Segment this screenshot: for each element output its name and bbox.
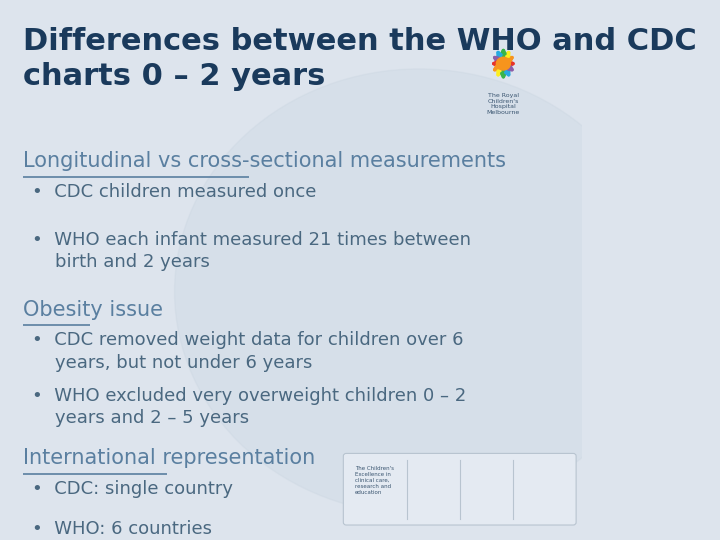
Text: •  CDC children measured once: • CDC children measured once — [32, 183, 316, 201]
Text: Obesity issue: Obesity issue — [23, 300, 163, 320]
Circle shape — [496, 57, 510, 70]
Text: •  CDC: single country: • CDC: single country — [32, 480, 233, 498]
FancyBboxPatch shape — [343, 454, 576, 525]
Text: •  WHO each infant measured 21 times between
    birth and 2 years: • WHO each infant measured 21 times betw… — [32, 231, 471, 271]
Text: The Children's
Excellence in
clinical care,
research and
education: The Children's Excellence in clinical ca… — [355, 465, 394, 495]
Text: •  WHO: 6 countries: • WHO: 6 countries — [32, 519, 212, 538]
Text: Longitudinal vs cross-sectional measurements: Longitudinal vs cross-sectional measurem… — [23, 151, 506, 171]
Text: International representation: International representation — [23, 448, 315, 468]
Text: •  CDC removed weight data for children over 6
    years, but not under 6 years: • CDC removed weight data for children o… — [32, 332, 464, 372]
Text: The Royal
Children's
Hospital
Melbourne: The Royal Children's Hospital Melbourne — [487, 93, 520, 115]
Circle shape — [174, 69, 663, 515]
Text: •  WHO excluded very overweight children 0 – 2
    years and 2 – 5 years: • WHO excluded very overweight children … — [32, 387, 467, 427]
Text: Differences between the WHO and CDC
charts 0 – 2 years: Differences between the WHO and CDC char… — [23, 26, 697, 91]
